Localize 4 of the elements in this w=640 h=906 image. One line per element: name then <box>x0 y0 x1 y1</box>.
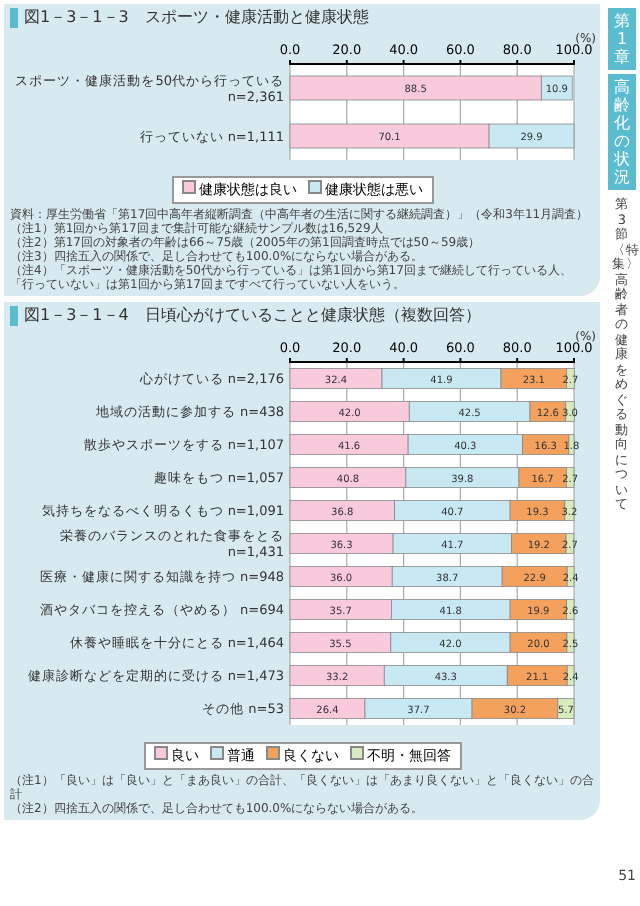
chart-title: 図1－3－1－3 スポーツ・健康活動と健康状態 <box>10 8 594 28</box>
chart-title: 図1－3－1－4 日頃心がけていることと健康状態（複数回答） <box>10 306 594 326</box>
text: 第1章 <box>608 8 636 70</box>
text: 高齢化の状況 <box>608 74 636 190</box>
